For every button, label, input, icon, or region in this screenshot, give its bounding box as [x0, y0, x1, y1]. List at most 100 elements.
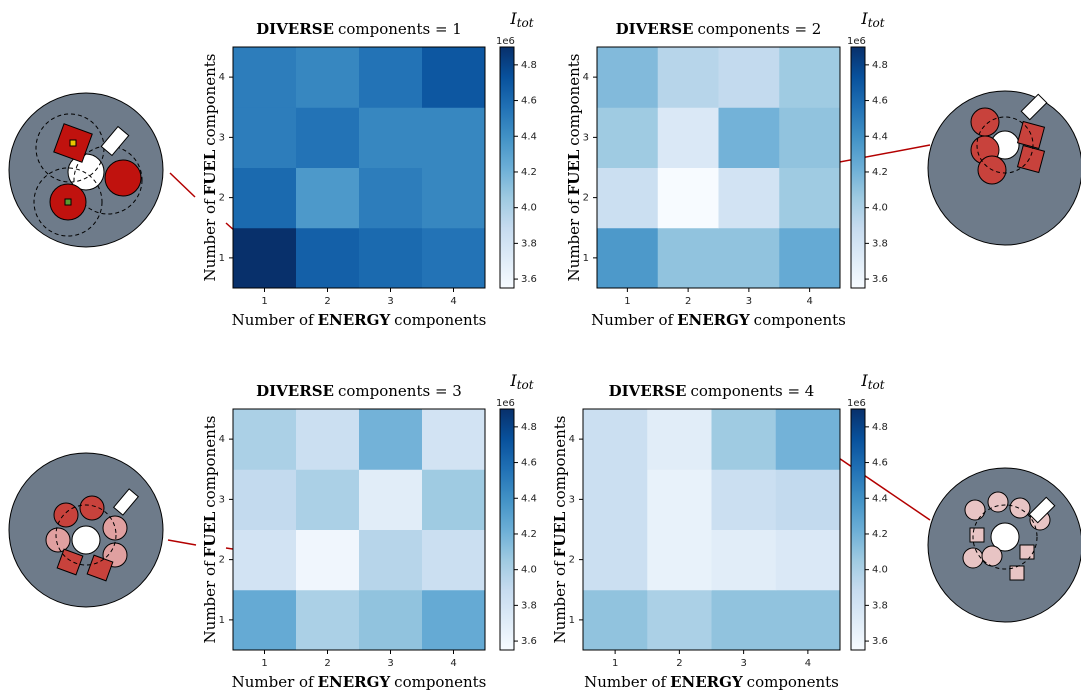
- heatmap-cell: [779, 167, 841, 229]
- x-tick-label: 2: [324, 296, 330, 307]
- y-tick-label: 1: [583, 253, 589, 264]
- axis-label-part: ENERGY: [677, 311, 750, 329]
- axis-label-part: components: [551, 416, 569, 508]
- colorbar-label-sub: tot: [517, 16, 534, 30]
- axis-label-part: FUEL: [201, 149, 219, 195]
- axis-label-part: FUEL: [565, 149, 583, 195]
- heatmap-cell: [359, 589, 423, 651]
- heatmap-cell: [296, 469, 360, 530]
- heatmap-cell: [359, 409, 423, 470]
- heatmap-cell: [422, 409, 486, 470]
- colorbar-tick-label: 4.0: [872, 565, 888, 576]
- colorbar-tick-label: 4.8: [521, 60, 537, 71]
- colorbar-label-main: I: [509, 371, 517, 390]
- colorbar-label: Itot: [509, 9, 533, 30]
- axis-label-part: components: [394, 311, 486, 329]
- axis-label-part: components: [394, 673, 486, 691]
- x-tick-label: 3: [740, 658, 746, 669]
- y-tick-label: 3: [219, 132, 225, 143]
- colorbar-tick-label: 3.8: [872, 600, 888, 611]
- axis-label-part: Number of: [591, 311, 674, 329]
- axis-label-part: components: [565, 54, 583, 146]
- heatmap-cell: [779, 227, 841, 289]
- colorbar-tick-label: 4.4: [521, 493, 537, 504]
- y-tick-label: 3: [583, 132, 589, 143]
- chart-title: DIVERSE components = 1: [256, 20, 462, 38]
- heatmap-cell: [718, 47, 780, 108]
- heatmap-cell: [711, 409, 777, 470]
- colorbar-label-main: I: [860, 9, 868, 28]
- heatmap-cell: [711, 529, 777, 591]
- axis-label-part: components: [754, 311, 846, 329]
- colorbar-tick-label: 4.4: [872, 131, 888, 142]
- colorbar-tick-label: 3.6: [872, 274, 888, 285]
- title-bold: DIVERSE: [256, 20, 334, 38]
- heatmap-cell: [779, 47, 841, 108]
- colorbar-offset: 1e6: [847, 36, 866, 47]
- heatmap-cell: [657, 107, 719, 168]
- colorbar-tick-label: 4.2: [521, 529, 537, 540]
- y-tick-label: 2: [583, 193, 589, 204]
- axis-label: Number of FUEL components: [551, 416, 569, 644]
- x-tick-label: 2: [685, 296, 691, 307]
- heatmap-cell: [296, 529, 360, 591]
- y-tick-label: 1: [569, 615, 575, 626]
- axis-label: Number of ENERGY components: [232, 673, 487, 691]
- axis-label: Number of ENERGY components: [232, 311, 487, 329]
- title-rest: components = 3: [338, 382, 462, 400]
- heatmap-cell: [233, 167, 297, 229]
- heatmap-cell: [296, 589, 360, 651]
- heatmap-cell: [583, 469, 648, 530]
- axis-label: Number of FUEL components: [565, 54, 583, 282]
- layout-diagram: [8, 90, 1081, 623]
- heatmap-cell: [233, 589, 297, 651]
- axis-label-part: FUEL: [201, 511, 219, 557]
- y-tick-label: 3: [219, 494, 225, 505]
- heatmap-cell: [422, 589, 486, 651]
- title-rest: components = 4: [690, 382, 814, 400]
- y-tick-label: 3: [569, 494, 575, 505]
- colorbar-label: Itot: [860, 371, 884, 392]
- colorbar: [499, 408, 515, 651]
- x-tick-label: 3: [387, 296, 393, 307]
- colorbar-label-sub: tot: [517, 378, 534, 392]
- heatmap-cell: [422, 529, 486, 591]
- colorbar-tick-label: 3.8: [872, 238, 888, 249]
- colorbar-tick-label: 3.6: [521, 274, 537, 285]
- colorbar: [850, 46, 866, 289]
- chart-title: DIVERSE components = 4: [609, 382, 815, 400]
- title-bold: DIVERSE: [609, 382, 687, 400]
- heatmap-cell: [359, 469, 423, 530]
- x-tick-label: 3: [387, 658, 393, 669]
- y-tick-label: 1: [219, 253, 225, 264]
- heatmap-cell: [647, 409, 712, 470]
- colorbar: [499, 46, 515, 289]
- heatmap-cell: [779, 107, 841, 168]
- colorbar-tick-label: 4.2: [872, 529, 888, 540]
- axis-label-part: ENERGY: [318, 311, 391, 329]
- colorbar-tick-label: 4.2: [872, 167, 888, 178]
- y-tick-label: 4: [219, 434, 225, 445]
- colorbar-tick-label: 4.0: [521, 565, 537, 576]
- heatmap-cell: [718, 107, 780, 168]
- axis-label-part: components: [747, 673, 839, 691]
- x-tick-label: 1: [261, 658, 267, 669]
- colorbar-tick-label: 3.8: [521, 600, 537, 611]
- heatmap-cell: [296, 227, 360, 289]
- axis-label-part: Number of: [584, 673, 667, 691]
- colorbar-label: Itot: [509, 371, 533, 392]
- heatmap-cell: [775, 469, 841, 530]
- heatmap-cell: [233, 227, 297, 289]
- axes-frame: [582, 408, 841, 651]
- heatmap-cell: [657, 167, 719, 229]
- heatmap-cell: [422, 47, 486, 108]
- heatmap-cell: [583, 409, 648, 470]
- axis-label: Number of ENERGY components: [591, 311, 846, 329]
- x-tick-label: 4: [805, 658, 811, 669]
- y-tick-label: 2: [219, 193, 225, 204]
- axes-frame: [596, 46, 841, 289]
- y-tick-label: 4: [583, 72, 589, 83]
- heatmap-cell: [422, 167, 486, 229]
